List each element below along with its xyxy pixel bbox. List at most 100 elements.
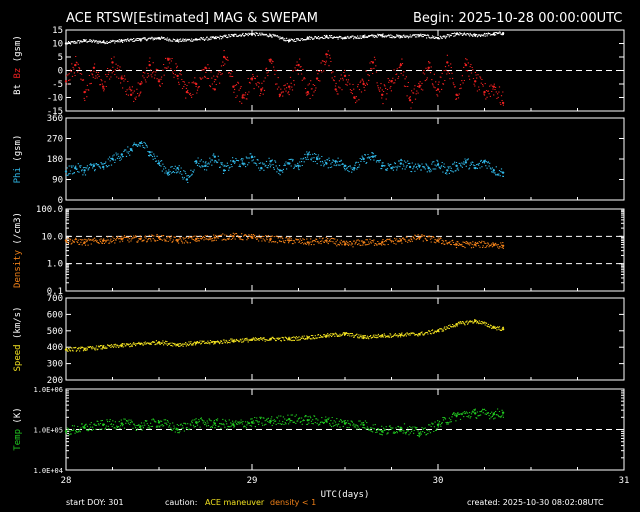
data-point-phi-phi — [464, 161, 468, 164]
data-point-phi-phi — [353, 166, 356, 170]
data-point-temp-temp — [418, 432, 421, 435]
ylabel-density: Density (/cm3) — [13, 212, 23, 288]
data-point-temp-temp — [474, 412, 477, 415]
data-point-mag-bz — [501, 101, 505, 105]
ytick-label-temp: 1.0E+05 — [33, 427, 63, 435]
xtick-label: 31 — [619, 476, 630, 486]
ytick-label-temp: 1.0E+04 — [33, 467, 63, 475]
data-point-mag-bz — [92, 66, 96, 70]
ytick-label-speed: 500 — [47, 327, 63, 337]
data-point-phi-phi — [334, 160, 337, 163]
ytick-label-phi: 0 — [58, 196, 63, 206]
data-point-mag-bz — [427, 66, 430, 70]
data-point-density-density — [501, 244, 505, 248]
ytick-label-mag: 5 — [58, 53, 63, 63]
xtick-label: 29 — [247, 476, 258, 486]
data-point-mag-bz — [418, 85, 421, 88]
data-point-mag-bz — [399, 63, 402, 67]
data-point-mag-bz — [148, 63, 151, 67]
data-point-temp-temp — [362, 423, 365, 427]
ytick-label-speed: 600 — [47, 310, 63, 320]
ylabel-part-speed: (km/s) — [13, 306, 23, 344]
data-point-phi-phi — [102, 165, 105, 169]
data-point-mag-bz — [288, 85, 291, 88]
begin-time-label: Begin: 2025-10-28 00:00:00UTC — [413, 11, 623, 26]
data-point-phi-phi — [381, 164, 384, 168]
data-point-phi-phi — [167, 171, 170, 174]
data-point-mag-bz — [185, 90, 189, 94]
xtick-label: 28 — [61, 476, 72, 486]
data-point-temp-temp — [157, 421, 161, 424]
ylabel-part-phi: Phi — [13, 167, 23, 183]
ylabel-part-mag: (gsm) — [13, 35, 23, 68]
data-point-temp-temp — [176, 428, 179, 431]
data-point-density-density — [343, 243, 347, 246]
ytick-label-speed: 700 — [47, 294, 63, 304]
ylabel-temp: Temp (K) — [13, 407, 23, 450]
ytick-label-phi: 90 — [52, 176, 63, 186]
data-point-mag-bz — [436, 88, 440, 91]
data-point-mag-bz — [362, 82, 365, 86]
data-point-density-density — [288, 239, 291, 242]
ylabel-phi: Phi (gsm) — [13, 135, 23, 184]
data-point-mag-bz — [222, 55, 226, 59]
data-point-mag-bt — [501, 32, 505, 35]
ylabel-part-temp: Temp — [13, 429, 23, 451]
ytick-label-mag: -15 — [47, 107, 63, 117]
ytick-label-phi: 360 — [47, 114, 63, 124]
ylabel-mag: Bt Bz (gsm) — [13, 35, 23, 95]
data-point-temp-temp — [232, 423, 235, 427]
series-trace-mag-bz — [66, 50, 504, 109]
data-point-density-density — [64, 239, 68, 242]
data-point-mag-bz — [102, 85, 105, 88]
start-doy-label: start DOY: 301 — [66, 498, 124, 507]
caution-label: caution: — [165, 498, 198, 507]
ytick-label-mag: 0 — [58, 67, 63, 77]
data-point-mag-bz — [111, 61, 114, 64]
data-point-temp-temp — [501, 411, 505, 414]
ylabel-speed: Speed (km/s) — [13, 306, 23, 371]
data-point-mag-bz — [408, 99, 412, 102]
data-point-mag-bz — [483, 90, 486, 94]
ytick-label-mag: -5 — [52, 80, 63, 90]
ylabel-part-density: (/cm3) — [13, 212, 23, 250]
data-point-mag-bz — [325, 53, 328, 56]
data-point-phi-phi — [306, 153, 309, 156]
data-point-density-density — [325, 239, 328, 242]
data-point-phi-phi — [176, 166, 179, 170]
data-point-phi-phi — [222, 169, 226, 172]
data-point-phi-phi — [195, 160, 198, 163]
ytick-label-density: 100.0 — [36, 205, 63, 215]
ytick-label-temp: 1.0E+06 — [33, 386, 63, 394]
data-point-mag-bz — [446, 61, 449, 64]
caution-density-label: density < 1 — [270, 498, 317, 507]
data-point-mag-bz — [139, 82, 142, 86]
data-point-phi-phi — [371, 155, 375, 158]
series-trace-temp-temp — [66, 408, 504, 438]
ytick-label-speed: 400 — [47, 343, 63, 353]
data-point-mag-bz — [213, 88, 216, 91]
data-point-mag-bz — [474, 80, 477, 83]
data-point-mag-bz — [167, 58, 170, 61]
data-point-mag-bz — [334, 88, 337, 91]
data-point-phi-phi — [204, 164, 207, 168]
data-point-density-density — [455, 243, 458, 246]
data-point-mag-bz — [306, 90, 309, 94]
series-trace-density-density — [66, 232, 504, 249]
data-point-phi-phi — [83, 169, 86, 172]
data-point-mag-bz — [260, 88, 263, 91]
data-point-speed-speed — [362, 336, 365, 339]
ylabel-part-speed: Speed — [13, 344, 23, 371]
data-point-temp-temp — [436, 423, 440, 427]
data-point-mag-bz — [74, 63, 77, 67]
ytick-label-density: 1.0 — [47, 260, 63, 270]
ytick-label-density: 0.1 — [47, 287, 63, 297]
data-point-mag-bz — [129, 93, 133, 97]
ytick-label-density: 10.0 — [41, 232, 63, 242]
data-point-phi-phi — [241, 162, 244, 165]
xtick-label: 30 — [433, 476, 444, 486]
data-point-mag-bz — [464, 63, 468, 67]
data-point-phi-phi — [64, 170, 68, 173]
ytick-label-mag: -10 — [47, 94, 63, 104]
